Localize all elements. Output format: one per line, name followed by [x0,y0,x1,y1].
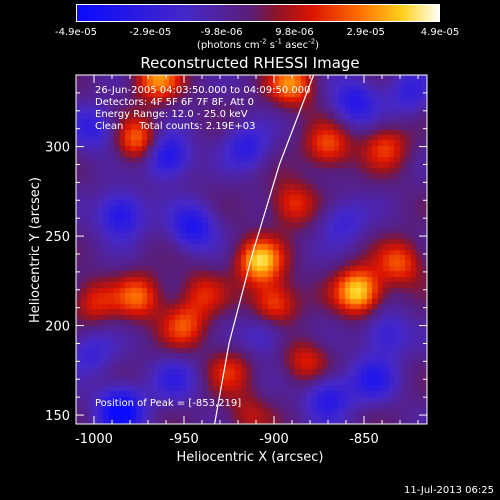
colorbar-tick-label: -9.8e-06 [200,27,243,38]
colorbar-tick-label: 4.9e-05 [420,27,460,38]
y-tick-label: 250 [45,230,70,245]
x-tick-label: -850 [349,432,379,447]
timestamp: 11-Jul-2013 06:25 [403,485,494,496]
y-axis-label: Heliocentric Y (arcsec) [28,177,43,323]
colorbar-tick-label: -2.9e-05 [129,27,172,38]
chart-title: Reconstructed RHESSI Image [140,54,360,72]
detectors-annotation: Detectors: 4F 5F 6F 7F 8F, Att 0 [95,97,255,108]
peak-position-annotation: Position of Peak = [-853,219] [95,398,242,409]
plot-frame [75,74,428,425]
y-tick-label: 200 [45,320,70,335]
colorbar-tick-label: 2.9e-05 [346,27,385,38]
solar-limb-line [214,74,315,425]
y-tick-label: 150 [45,409,70,424]
clean-annotation: Clean Total counts: 2.19E+03 [95,121,256,132]
colorbar-tick-label: -4.9e-05 [55,27,97,38]
colorbar-tick-label: 9.8e-06 [275,27,314,38]
colorbar [76,4,440,22]
x-tick-label: -950 [169,432,199,447]
rhessi-heatmap [76,75,427,424]
colorbar-unit: (photons cm-2 s-1 asec-2) [196,38,320,52]
energy-annotation: Energy Range: 12.0 - 25.0 keV [95,109,248,120]
time-range-annotation: 26-Jun-2005 04:03:50.000 to 04:09:50.000 [95,85,311,96]
x-tick-label: -900 [259,432,289,447]
x-axis-label: Heliocentric X (arcsec) [176,450,324,465]
y-tick-label: 300 [45,141,70,156]
x-tick-label: -1000 [75,432,113,447]
